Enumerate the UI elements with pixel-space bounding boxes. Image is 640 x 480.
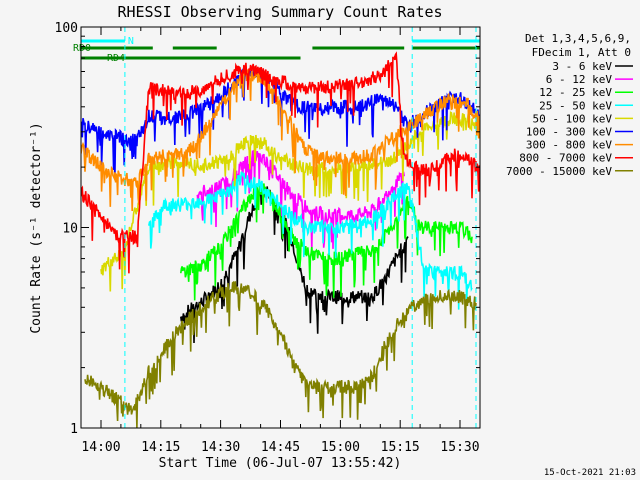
legend-label-3-6-kev: 3 - 6 keV [552, 60, 612, 73]
footer-date: 15-Oct-2021 21:03 [544, 468, 636, 478]
series-line-800-7000-kev [81, 51, 480, 274]
x-tick-label: 15:15 [381, 440, 420, 455]
y-axis-label: Count Rate (s⁻¹ detector⁻¹) [29, 122, 44, 333]
segment-label-rd0: RD0 [73, 43, 91, 54]
chart-title: RHESSI Observing Summary Count Rates [117, 3, 442, 21]
x-tick-label: 15:30 [440, 440, 479, 455]
x-tick-label: 14:00 [81, 440, 120, 455]
y-tick-label: 100 [55, 21, 78, 36]
x-tick-label: 15:00 [321, 440, 360, 455]
y-tick-label: 10 [62, 222, 78, 237]
segment-label-n: N [128, 36, 134, 47]
legend-label-800-7000-kev: 800 - 7000 keV [519, 152, 612, 165]
legend-label-12-25-kev: 12 - 25 keV [539, 86, 612, 99]
legend-label-300-800-kev: 300 - 800 keV [526, 139, 612, 152]
x-tick-label: 14:45 [261, 440, 300, 455]
series-line-300-800-kev [81, 68, 480, 212]
segment-label-rd4: RD4 [107, 53, 125, 64]
legend-label-25-50-kev: 25 - 50 keV [539, 99, 612, 112]
legend-label-7000-15000-kev: 7000 - 15000 keV [506, 165, 612, 178]
x-tick-label: 14:15 [141, 440, 180, 455]
series-line-25-50-kev [148, 171, 473, 310]
x-axis-label: Start Time (06-Jul-07 13:55:42) [159, 456, 402, 471]
legend-label-100-300-kev: 100 - 300 keV [526, 126, 612, 139]
series-line-7000-15000-kev [84, 280, 477, 428]
legend-label-6-12-kev: 6 - 12 keV [546, 73, 613, 86]
legend-header-line2: FDecim 1, Att 0 [532, 46, 631, 59]
series-line-12-25-kev [180, 183, 473, 301]
series-line-6-12-kev [196, 149, 405, 252]
legend-header-line1: Det 1,3,4,5,6,9, [525, 32, 631, 45]
x-tick-label: 14:30 [201, 440, 240, 455]
y-tick-label: 1 [70, 422, 78, 437]
legend-label-50-100-kev: 50 - 100 keV [533, 112, 613, 125]
